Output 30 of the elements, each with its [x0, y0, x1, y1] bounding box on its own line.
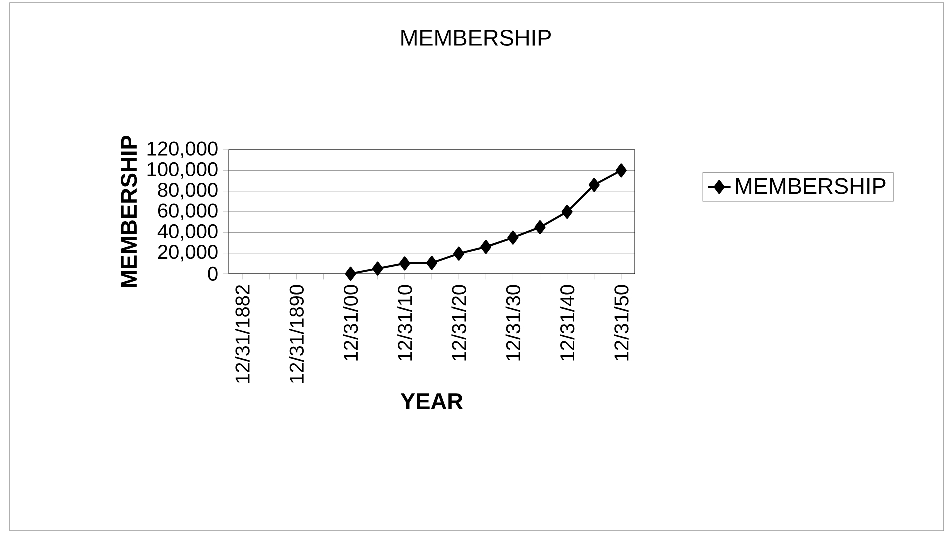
point [508, 230, 519, 245]
y-tick-label: 40,000 [158, 224, 218, 241]
point [562, 204, 573, 219]
y-tick-label: 0 [208, 266, 218, 282]
point [345, 266, 356, 281]
point [616, 164, 627, 178]
point [534, 220, 546, 234]
x-axis-title: YEAR [400, 394, 464, 410]
x-tick-label: 12/31/20 [452, 285, 466, 361]
y-axis-title: MEMBERSHIP [121, 136, 138, 288]
x-tick-label: 12/31/00 [343, 285, 358, 361]
legend-label: MEMBERSHIP [736, 178, 886, 194]
x-tick-label: 12/31/1890 [289, 285, 304, 383]
point [588, 178, 600, 192]
y-tick-label: 100,000 [148, 162, 218, 179]
point [454, 246, 465, 261]
point [426, 256, 438, 270]
chart-title: MEMBERSHIP [402, 30, 551, 46]
x-tick-label: 12/31/10 [398, 285, 412, 361]
y-tick-label: 120,000 [148, 142, 218, 158]
point [372, 262, 384, 276]
y-tick-label: 80,000 [158, 183, 218, 200]
y-tick-label: 20,000 [158, 245, 218, 262]
point [399, 256, 410, 271]
x-tick-label: 12/31/30 [506, 285, 521, 361]
y-tick-label: 60,000 [158, 204, 218, 220]
point [480, 240, 492, 254]
x-tick-label: 12/31/50 [614, 285, 629, 361]
x-tick-label: 12/31/40 [560, 285, 575, 361]
x-tick-label: 12/31/1882 [235, 285, 250, 383]
